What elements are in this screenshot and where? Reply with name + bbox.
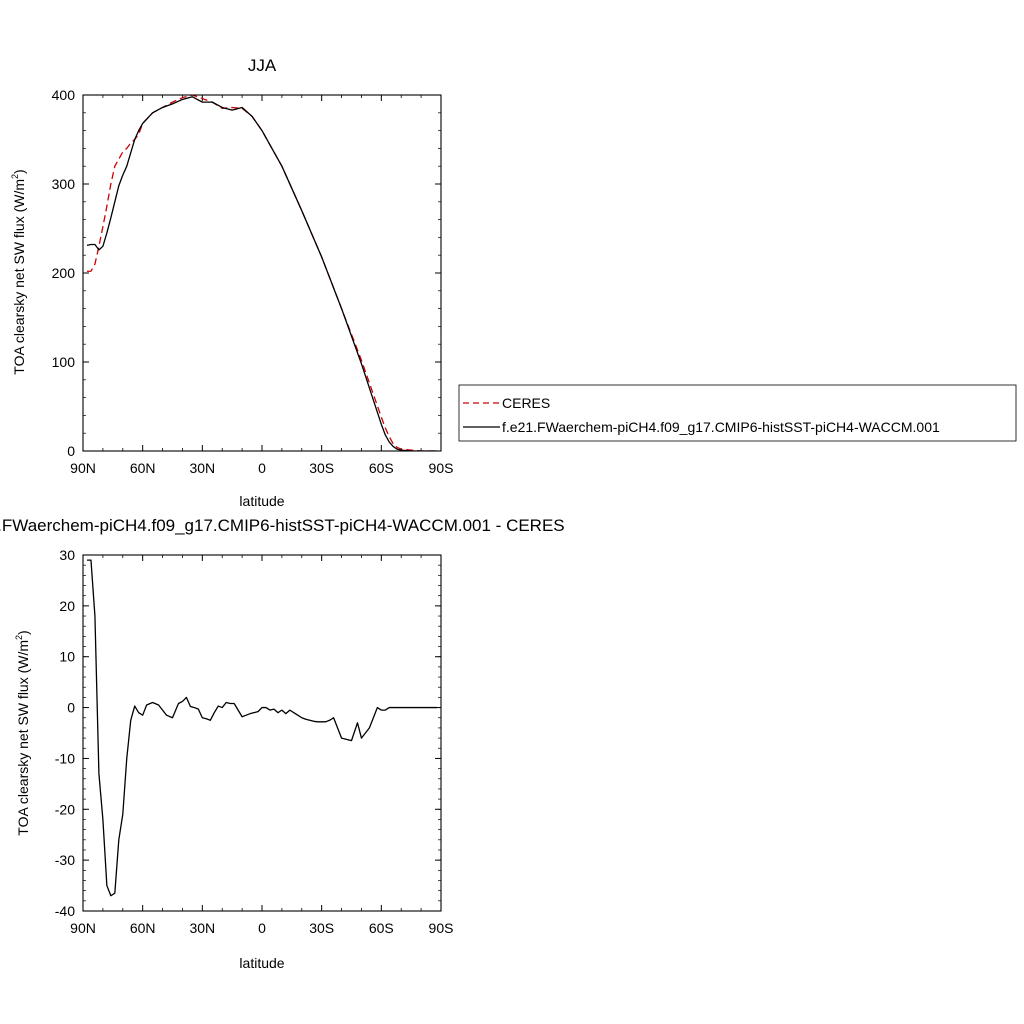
top-x-tick-label: 60N bbox=[130, 460, 156, 476]
top-x-tick-label: 90S bbox=[429, 460, 454, 476]
top-x-tick-label: 30N bbox=[189, 460, 215, 476]
bottom-x-tick-label: 90N bbox=[70, 920, 96, 936]
bottom-x-tick-label: 0 bbox=[258, 920, 266, 936]
bottom-y-axis-label-sup: 2 bbox=[14, 635, 24, 640]
bottom-y-tick-label: 0 bbox=[67, 700, 75, 716]
bottom-chart-title: f.e21.FWaerchem-piCH4.f09_g17.CMIP6-hist… bbox=[0, 516, 565, 535]
bottom-y-axis-label: TOA clearsky net SW flux (W/m2) bbox=[14, 630, 31, 835]
top-x-tick-label: 90N bbox=[70, 460, 96, 476]
bottom-x-tick-label: 90S bbox=[429, 920, 454, 936]
bottom-plot-area: 90N 60N 30N 0 30S 60S 90S -40 -30 -20 -10 0 10 20 30 bbox=[55, 547, 454, 936]
top-x-tick-label: 30S bbox=[309, 460, 334, 476]
bottom-y-tick-label: -40 bbox=[55, 903, 75, 919]
top-y-axis-label-main: TOA clearsky net SW flux (W/m bbox=[11, 179, 27, 375]
bottom-series-line-model bbox=[86, 559, 438, 897]
legend-label-ceres: CERES bbox=[502, 395, 550, 411]
top-plot-area: 90N 60N 30N 0 30S 60S 90S 0 100 200 300 400 bbox=[52, 87, 454, 476]
top-y-axis-label-close: ) bbox=[11, 169, 27, 174]
legend-frame bbox=[458, 384, 1017, 442]
top-x-tick-label: 0 bbox=[258, 460, 266, 476]
legend-label-model: f.e21.FWaerchem-piCH4.f09_g17.CMIP6-hist… bbox=[502, 419, 940, 435]
top-x-axis-label: latitude bbox=[239, 493, 284, 509]
top-chart-title: JJA bbox=[248, 56, 277, 75]
bottom-y-axis-label-main: TOA clearsky net SW flux (W/m bbox=[15, 640, 31, 836]
bottom-x-tick-label: 60N bbox=[130, 920, 156, 936]
top-plot-frame bbox=[82, 94, 442, 452]
bottom-y-tick-label: 10 bbox=[59, 649, 75, 665]
bottom-plot-frame bbox=[82, 554, 442, 912]
top-panel: JJA 90N 60N 30N 0 30S 60S 90S 0 100 200 300 400 lat… bbox=[10, 56, 453, 509]
bottom-y-tick-label: 30 bbox=[59, 547, 75, 563]
bottom-y-tick-label: -30 bbox=[55, 852, 75, 868]
top-y-axis-label: TOA clearsky net SW flux (W/m2) bbox=[10, 169, 27, 374]
legend: CERES f.e21.FWaerchem-piCH4.f09_g17.CMIP… bbox=[458, 384, 1017, 442]
bottom-x-tick-label: 30N bbox=[189, 920, 215, 936]
bottom-y-tick-label: -20 bbox=[55, 801, 75, 817]
bottom-y-tick-label: -10 bbox=[55, 750, 75, 766]
bottom-y-tick-label: 20 bbox=[59, 598, 75, 614]
top-y-tick-label: 300 bbox=[52, 176, 76, 192]
bottom-panel: f.e21.FWaerchem-piCH4.f09_g17.CMIP6-hist… bbox=[0, 516, 565, 971]
top-y-tick-label: 200 bbox=[52, 265, 76, 281]
top-y-tick-label: 100 bbox=[52, 354, 76, 370]
top-y-tick-label: 400 bbox=[52, 87, 76, 103]
top-x-tick-label: 60S bbox=[369, 460, 394, 476]
top-y-tick-label: 0 bbox=[67, 443, 75, 459]
bottom-x-tick-label: 30S bbox=[309, 920, 334, 936]
bottom-x-axis-label: latitude bbox=[239, 955, 284, 971]
top-series-line-ceres bbox=[86, 95, 438, 451]
bottom-x-tick-label: 60S bbox=[369, 920, 394, 936]
bottom-y-axis-label-close: ) bbox=[15, 630, 31, 635]
top-y-axis-label-sup: 2 bbox=[10, 174, 20, 179]
top-series-line-model bbox=[86, 96, 438, 451]
